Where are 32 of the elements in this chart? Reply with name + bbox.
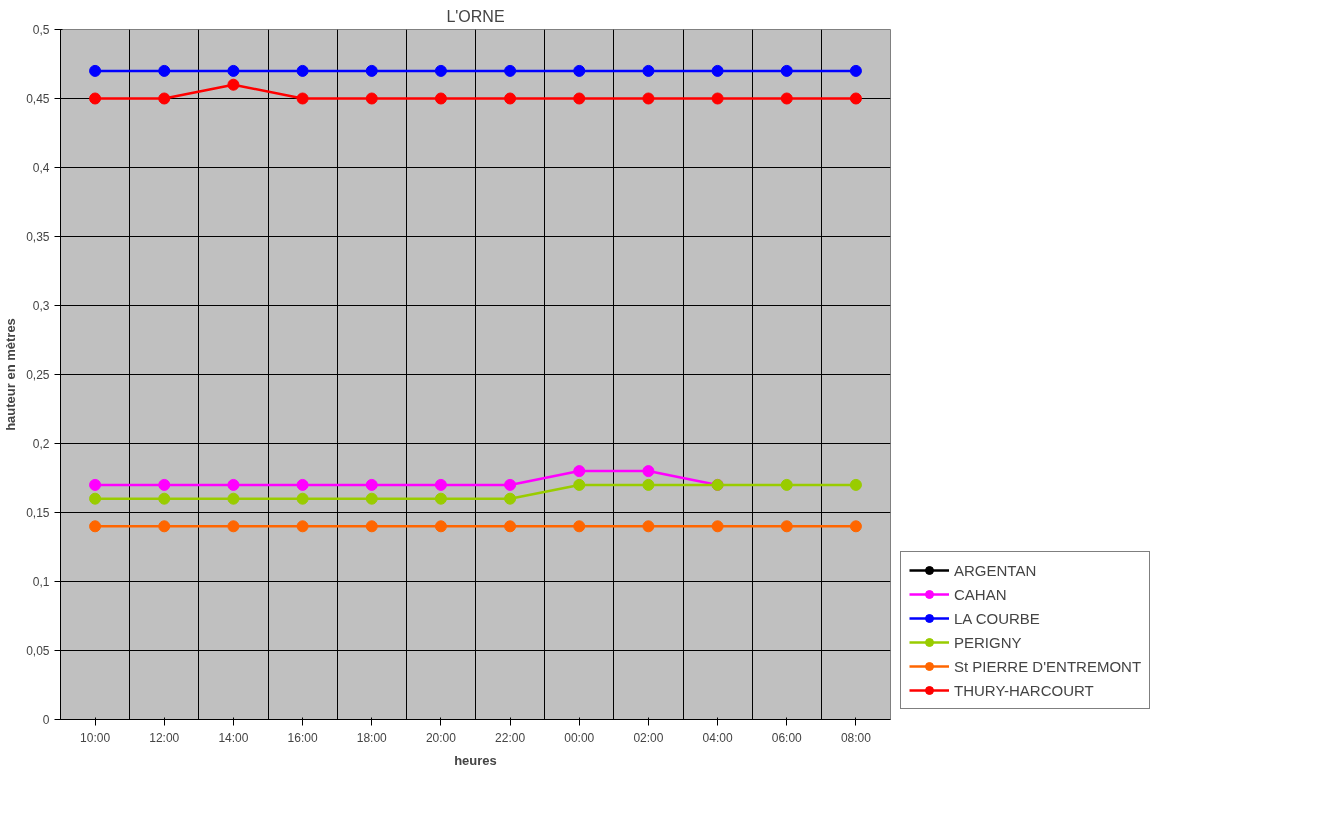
legend-label: CAHAN	[954, 585, 1007, 603]
y-tick-label: 0	[42, 713, 50, 727]
x-tick-label: 22:00	[495, 730, 526, 745]
x-tick-label: 16:00	[287, 730, 318, 745]
y-tick-label: 0,25	[26, 368, 50, 382]
y-tick-label: 0,3	[32, 299, 50, 313]
y-axis-title: hauteur en mètres	[3, 318, 19, 431]
chart-title: L'ORNE	[446, 7, 505, 25]
y-tick-label: 0,1	[32, 575, 50, 589]
x-tick-label: 08:00	[840, 730, 872, 745]
y-tick-label: 0,5	[32, 23, 50, 37]
legend-label: ARGENTAN	[954, 561, 1037, 579]
x-tick-label: 04:00	[702, 730, 733, 745]
x-tick-label: 10:00	[80, 730, 111, 745]
y-tick-label: 0,35	[26, 230, 50, 244]
x-tick-label: 20:00	[425, 730, 457, 745]
legend-label: LA COURBE	[954, 609, 1040, 627]
x-axis-title: heures	[454, 752, 497, 768]
legend-label: THURY-HARCOURT	[954, 681, 1094, 699]
x-tick-label: 12:00	[149, 730, 180, 745]
y-tick-label: 0,05	[26, 644, 50, 658]
y-tick-label: 0,2	[32, 437, 50, 451]
x-tick-label: 06:00	[771, 730, 803, 745]
y-tick-label: 0,45	[26, 92, 50, 106]
legend-label: PERIGNY	[954, 633, 1022, 651]
y-tick-label: 0,15	[26, 506, 50, 520]
x-tick-label: 00:00	[564, 730, 595, 745]
x-tick-label: 02:00	[633, 730, 664, 745]
y-tick-label: 0,4	[32, 161, 50, 175]
x-tick-label: 14:00	[218, 730, 249, 745]
legend-label: St PIERRE D'ENTREMONT	[954, 657, 1142, 675]
x-tick-label: 18:00	[356, 730, 388, 745]
